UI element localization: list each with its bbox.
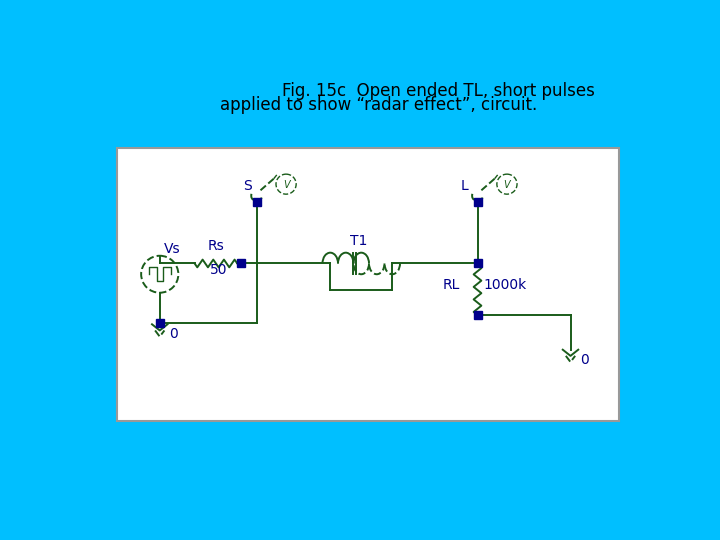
Text: 0: 0 [580, 353, 588, 367]
Text: 50: 50 [210, 263, 228, 277]
Text: RL: RL [443, 278, 460, 292]
Text: V: V [283, 180, 289, 190]
Text: 0: 0 [169, 327, 178, 341]
Text: applied to show “radar effect”, circuit.: applied to show “radar effect”, circuit. [220, 96, 537, 113]
Bar [117, 148, 619, 421]
Text: Rs: Rs [208, 239, 225, 253]
Text: V: V [503, 180, 510, 190]
Text: T1: T1 [350, 234, 367, 248]
Text: Vs: Vs [163, 242, 180, 255]
Text: Fig. 15c  Open ended TL, short pulses: Fig. 15c Open ended TL, short pulses [282, 82, 595, 100]
Text: 1000k: 1000k [484, 278, 527, 292]
Text: L: L [461, 179, 468, 193]
Text: S: S [243, 179, 251, 193]
